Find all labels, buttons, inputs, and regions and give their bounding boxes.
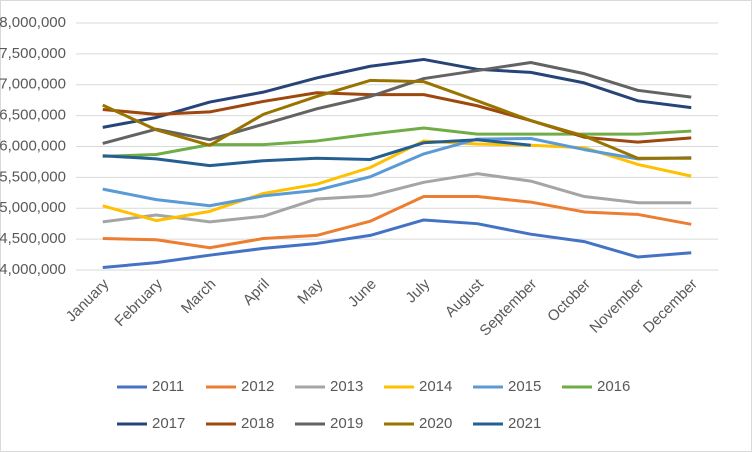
y-tick-label: 4,000,000 <box>0 261 66 278</box>
legend-label: 2019 <box>330 415 363 432</box>
legend-label: 2013 <box>330 378 363 395</box>
legend-label: 2017 <box>152 415 185 432</box>
y-tick-label: 4,500,000 <box>0 230 66 247</box>
series-line <box>102 138 531 168</box>
legend-label: 2021 <box>508 415 541 432</box>
legend-label: 2016 <box>597 378 630 395</box>
y-tick-label: 7,000,000 <box>0 76 66 93</box>
legend-label: 2015 <box>508 378 541 395</box>
series-line <box>102 172 692 224</box>
y-tick-label: 8,000,000 <box>0 14 66 31</box>
legend-label: 2018 <box>241 415 274 432</box>
y-tick-label: 6,000,000 <box>0 137 66 154</box>
legend-label: 2014 <box>419 378 452 395</box>
y-tick-label: 7,500,000 <box>0 45 66 62</box>
legend-label: 2020 <box>419 415 452 432</box>
y-tick-label: 6,500,000 <box>0 107 66 124</box>
series-line <box>102 78 692 160</box>
series-line <box>102 195 692 250</box>
series-line <box>102 126 692 158</box>
series-line <box>102 218 692 270</box>
legend-label: 2012 <box>241 378 274 395</box>
series-line <box>102 61 692 145</box>
y-tick-label: 5,500,000 <box>0 168 66 185</box>
y-tick-label: 5,000,000 <box>0 199 66 216</box>
series-line <box>102 57 692 129</box>
legend-label: 2011 <box>152 378 184 395</box>
series-line <box>102 136 692 208</box>
series-line <box>102 91 692 144</box>
